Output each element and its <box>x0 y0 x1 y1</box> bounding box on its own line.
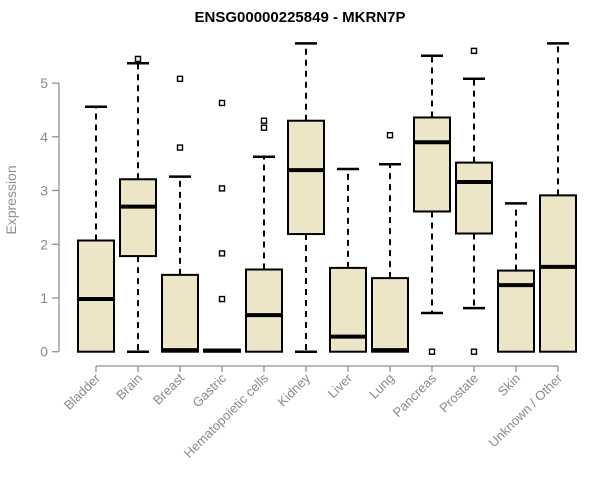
outlier-gastric-0 <box>218 295 226 303</box>
box-prostate <box>455 161 493 235</box>
y-tick-label-2: 2 <box>40 236 48 252</box>
box-unknown-other <box>539 194 577 353</box>
outlier-hematopoietic-cells-0 <box>260 124 268 131</box>
outlier-lung-0 <box>386 132 394 139</box>
box-hematopoietic-cells <box>245 268 283 353</box>
box-lung <box>371 277 409 353</box>
outlier-hematopoietic-cells-1 <box>260 117 268 124</box>
outlier-brain-0 <box>134 55 142 63</box>
y-tick-label-4: 4 <box>40 129 48 145</box>
x-label-gastric: Gastric <box>189 370 229 410</box>
outlier-breast-0 <box>176 144 184 151</box>
box-liver <box>329 266 367 353</box>
box-brain <box>119 178 157 258</box>
x-label-prostate: Prostate <box>436 371 481 416</box>
x-label-kidney: Kidney <box>274 370 313 409</box>
outlier-pancreas-0 <box>428 348 436 355</box>
x-label-pancreas: Pancreas <box>390 370 440 420</box>
outlier-gastric-2 <box>218 185 226 192</box>
y-tick-label-3: 3 <box>40 183 48 199</box>
outlier-gastric-3 <box>218 99 226 107</box>
x-label-unknown-other: Unknown / Other <box>486 370 566 450</box>
outlier-prostate-1 <box>470 47 478 55</box>
box-bladder <box>77 239 115 353</box>
chart-title: ENSG00000225849 - MKRN7P <box>195 9 406 26</box>
x-label-bladder: Bladder <box>61 370 104 413</box>
y-tick-label-0: 0 <box>40 344 48 360</box>
y-tick-label-5: 5 <box>40 75 48 91</box>
x-label-breast: Breast <box>150 370 187 407</box>
box-skin <box>497 269 535 353</box>
box-breast <box>161 273 199 353</box>
x-label-skin: Skin <box>495 371 523 399</box>
y-tick-label-1: 1 <box>40 290 48 306</box>
outlier-breast-1 <box>176 75 184 83</box>
x-label-brain: Brain <box>113 371 145 403</box>
y-axis-label: Expression <box>3 165 19 234</box>
outlier-prostate-0 <box>470 348 478 355</box>
outlier-gastric-1 <box>218 250 226 257</box>
box-kidney <box>287 119 325 236</box>
box-pancreas <box>413 116 451 213</box>
x-label-liver: Liver <box>325 370 356 401</box>
x-label-lung: Lung <box>366 371 397 402</box>
